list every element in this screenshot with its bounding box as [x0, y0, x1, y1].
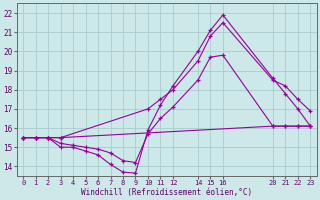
X-axis label: Windchill (Refroidissement éolien,°C): Windchill (Refroidissement éolien,°C) [81, 188, 252, 197]
